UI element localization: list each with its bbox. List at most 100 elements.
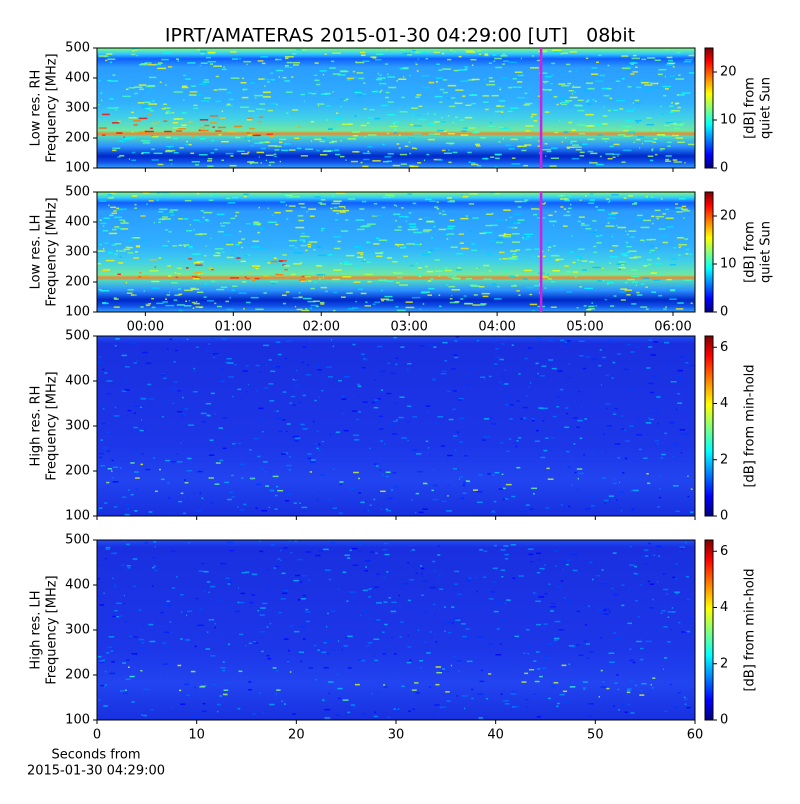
speckle — [162, 52, 172, 54]
speckle — [652, 411, 657, 413]
speckle — [533, 255, 535, 258]
speckle — [114, 642, 120, 644]
speckle — [229, 254, 235, 257]
speckle — [614, 682, 618, 684]
speckle — [669, 298, 677, 300]
speckle — [413, 243, 422, 246]
speckle — [405, 220, 408, 222]
speckle — [385, 508, 389, 511]
speckle — [578, 132, 586, 135]
speckle — [626, 688, 632, 690]
speckle — [483, 378, 486, 381]
speckle — [287, 659, 290, 661]
speckle — [265, 485, 269, 487]
figure-title: IPRT/AMATERAS 2015-01-30 04:29:00 [UT] 0… — [165, 25, 635, 47]
speckle — [648, 263, 652, 266]
speckle — [418, 218, 423, 220]
speckle — [572, 144, 579, 146]
speckle — [136, 54, 138, 57]
speckle — [300, 262, 303, 264]
speckle — [666, 62, 675, 65]
speckle — [570, 140, 577, 143]
speckle — [249, 162, 259, 164]
speckle — [182, 74, 187, 77]
speckle — [386, 132, 390, 135]
speckle — [684, 480, 688, 482]
x-axis-label: Seconds from — [51, 748, 140, 763]
speckle — [229, 51, 237, 53]
speckle — [564, 426, 570, 429]
speckle — [627, 622, 633, 625]
speckle — [629, 659, 634, 662]
speckle — [161, 478, 165, 481]
speckle — [478, 474, 483, 476]
speckle — [123, 137, 133, 140]
speckle — [649, 238, 657, 241]
speckle — [652, 554, 656, 556]
speckle — [582, 367, 587, 370]
speckle — [575, 264, 578, 266]
speckle — [167, 66, 173, 68]
speckle — [656, 397, 662, 399]
speckle — [167, 220, 174, 222]
speckle — [385, 194, 394, 196]
speckle — [238, 241, 243, 244]
speckle — [375, 465, 379, 467]
speckle — [493, 60, 496, 62]
speckle — [263, 461, 268, 463]
speckle — [432, 560, 436, 563]
speckle — [445, 233, 448, 236]
speckle — [333, 200, 342, 203]
speckle — [437, 554, 441, 556]
speckle — [603, 613, 609, 615]
speckle — [198, 273, 200, 275]
speckle — [636, 217, 643, 220]
speckle — [504, 553, 509, 556]
speckle — [466, 660, 473, 663]
speckle — [419, 345, 424, 347]
speckle — [675, 510, 680, 513]
speckle — [554, 51, 559, 54]
speckle — [383, 160, 389, 163]
speckle — [117, 273, 121, 276]
speckle — [443, 267, 448, 269]
speckle — [625, 230, 627, 233]
speckle — [100, 243, 102, 246]
speckle — [262, 711, 265, 714]
speckle — [441, 116, 443, 119]
speckle — [661, 610, 666, 612]
speckle — [340, 230, 349, 232]
speckle — [525, 504, 530, 506]
speckle — [573, 146, 582, 148]
speckle — [213, 89, 218, 91]
speckle — [373, 638, 380, 641]
speckle — [332, 52, 341, 54]
speckle — [116, 207, 120, 210]
speckle — [636, 291, 640, 294]
speckle — [460, 134, 469, 136]
speckle — [523, 164, 529, 167]
speckle — [488, 643, 494, 645]
speckle — [255, 483, 262, 486]
speckle — [111, 477, 114, 479]
speckle — [360, 353, 366, 356]
speckle — [266, 569, 270, 571]
speckle — [593, 251, 597, 254]
speckle — [620, 252, 623, 255]
speckle — [495, 356, 501, 359]
speckle — [305, 148, 314, 150]
speckle — [558, 629, 565, 631]
speckle — [498, 141, 501, 143]
speckle — [582, 681, 588, 683]
speckle — [153, 152, 163, 155]
speckle — [521, 149, 527, 152]
speckle — [567, 82, 572, 85]
speckle — [434, 206, 438, 208]
speckle — [439, 88, 445, 91]
speckle — [219, 695, 222, 697]
speckle — [458, 478, 461, 480]
speckle — [258, 206, 260, 209]
speckle — [158, 208, 168, 211]
speckle — [514, 274, 519, 277]
speckle — [648, 339, 653, 341]
